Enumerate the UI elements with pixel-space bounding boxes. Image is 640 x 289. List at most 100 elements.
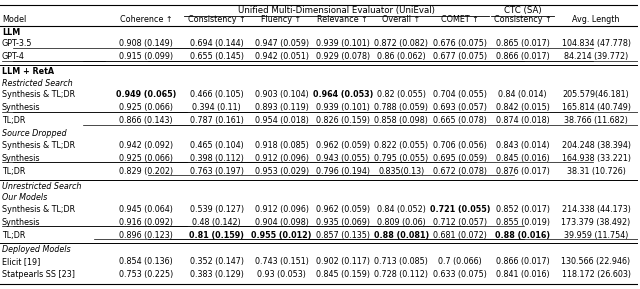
Text: 0.681 (0.072): 0.681 (0.072) xyxy=(433,231,487,240)
Text: Consistency ↑: Consistency ↑ xyxy=(494,16,552,25)
Text: 0.809 (0.06): 0.809 (0.06) xyxy=(377,218,426,227)
Text: Synthesis: Synthesis xyxy=(2,218,40,227)
Text: 0.915 (0.099): 0.915 (0.099) xyxy=(119,52,173,62)
Text: 0.841 (0.016): 0.841 (0.016) xyxy=(496,270,550,279)
Text: 0.947 (0.059): 0.947 (0.059) xyxy=(255,39,308,49)
Text: 0.788 (0.059): 0.788 (0.059) xyxy=(374,103,428,112)
Text: 0.929 (0.078): 0.929 (0.078) xyxy=(316,52,370,62)
Text: 204.248 (38.394): 204.248 (38.394) xyxy=(561,141,630,150)
Text: 0.86 (0.062): 0.86 (0.062) xyxy=(377,52,426,62)
Text: Fluency ↑: Fluency ↑ xyxy=(262,16,301,25)
Text: Avg. Length: Avg. Length xyxy=(572,16,620,25)
Text: 0.942 (0.092): 0.942 (0.092) xyxy=(119,141,173,150)
Text: Overall ↑: Overall ↑ xyxy=(382,16,420,25)
Text: 0.466 (0.105): 0.466 (0.105) xyxy=(190,90,244,99)
Text: 0.874 (0.018): 0.874 (0.018) xyxy=(496,116,550,125)
Text: 0.842 (0.015): 0.842 (0.015) xyxy=(496,103,550,112)
Text: 118.172 (26.603): 118.172 (26.603) xyxy=(561,270,630,279)
Text: 0.866 (0.017): 0.866 (0.017) xyxy=(496,52,550,62)
Text: Synthesis & TL;DR: Synthesis & TL;DR xyxy=(2,90,75,99)
Text: Unified Multi-Dimensional Evaluator (UniEval): Unified Multi-Dimensional Evaluator (Uni… xyxy=(239,6,435,16)
Text: 0.865 (0.017): 0.865 (0.017) xyxy=(496,39,550,49)
Text: 165.814 (40.749): 165.814 (40.749) xyxy=(561,103,630,112)
Text: 0.835(0.13): 0.835(0.13) xyxy=(378,167,424,176)
Text: 0.665 (0.078): 0.665 (0.078) xyxy=(433,116,487,125)
Text: 38.766 (11.682): 38.766 (11.682) xyxy=(564,116,628,125)
Text: 0.694 (0.144): 0.694 (0.144) xyxy=(190,39,244,49)
Text: 0.876 (0.017): 0.876 (0.017) xyxy=(496,167,550,176)
Text: 0.908 (0.149): 0.908 (0.149) xyxy=(119,39,173,49)
Text: 0.857 (0.135): 0.857 (0.135) xyxy=(316,231,370,240)
Text: 0.676 (0.075): 0.676 (0.075) xyxy=(433,39,487,49)
Text: GPT-3.5: GPT-3.5 xyxy=(2,39,33,49)
Text: TL;DR: TL;DR xyxy=(2,116,26,125)
Text: Synthesis & TL;DR: Synthesis & TL;DR xyxy=(2,205,75,214)
Text: 0.677 (0.075): 0.677 (0.075) xyxy=(433,52,487,62)
Text: Coherence ↑: Coherence ↑ xyxy=(120,16,172,25)
Text: 0.693 (0.057): 0.693 (0.057) xyxy=(433,103,487,112)
Text: 0.706 (0.056): 0.706 (0.056) xyxy=(433,141,487,150)
Text: Deployed Models: Deployed Models xyxy=(2,245,70,255)
Text: 0.352 (0.147): 0.352 (0.147) xyxy=(190,257,244,266)
Text: 0.872 (0.082): 0.872 (0.082) xyxy=(374,39,428,49)
Text: 0.858 (0.098): 0.858 (0.098) xyxy=(374,116,428,125)
Text: Consistency ↑: Consistency ↑ xyxy=(188,16,246,25)
Text: 0.916 (0.092): 0.916 (0.092) xyxy=(119,218,173,227)
Text: Our Models: Our Models xyxy=(2,193,47,202)
Text: 0.935 (0.069): 0.935 (0.069) xyxy=(316,218,370,227)
Text: Elicit [19]: Elicit [19] xyxy=(2,257,40,266)
Text: 0.953 (0.029): 0.953 (0.029) xyxy=(255,167,308,176)
Text: 0.854 (0.136): 0.854 (0.136) xyxy=(119,257,173,266)
Text: 0.945 (0.064): 0.945 (0.064) xyxy=(119,205,173,214)
Text: 0.866 (0.017): 0.866 (0.017) xyxy=(496,257,550,266)
Text: 0.925 (0.066): 0.925 (0.066) xyxy=(119,103,173,112)
Text: 0.962 (0.059): 0.962 (0.059) xyxy=(316,205,370,214)
Text: 0.918 (0.085): 0.918 (0.085) xyxy=(255,141,308,150)
Text: 0.743 (0.151): 0.743 (0.151) xyxy=(255,257,308,266)
Text: 84.214 (39.772): 84.214 (39.772) xyxy=(564,52,628,62)
Text: LLM + RetA: LLM + RetA xyxy=(2,67,54,76)
Text: 0.93 (0.053): 0.93 (0.053) xyxy=(257,270,306,279)
Text: LLM: LLM xyxy=(2,28,20,37)
Text: COMET ↑: COMET ↑ xyxy=(441,16,479,25)
Text: 0.962 (0.059): 0.962 (0.059) xyxy=(316,141,370,150)
Text: 0.787 (0.161): 0.787 (0.161) xyxy=(190,116,244,125)
Text: 0.904 (0.098): 0.904 (0.098) xyxy=(255,218,308,227)
Text: 0.855 (0.019): 0.855 (0.019) xyxy=(496,218,550,227)
Text: 0.949 (0.065): 0.949 (0.065) xyxy=(116,90,176,99)
Text: Statpearls SS [23]: Statpearls SS [23] xyxy=(2,270,75,279)
Text: 130.566 (22.946): 130.566 (22.946) xyxy=(561,257,630,266)
Text: 0.48 (0.142): 0.48 (0.142) xyxy=(193,218,241,227)
Text: 0.695 (0.059): 0.695 (0.059) xyxy=(433,154,487,163)
Text: 0.383 (0.129): 0.383 (0.129) xyxy=(190,270,244,279)
Text: TL;DR: TL;DR xyxy=(2,231,26,240)
Text: 0.394 (0.11): 0.394 (0.11) xyxy=(193,103,241,112)
Text: 0.88 (0.016): 0.88 (0.016) xyxy=(495,231,550,240)
Text: 0.704 (0.055): 0.704 (0.055) xyxy=(433,90,487,99)
Text: Synthesis: Synthesis xyxy=(2,154,40,163)
Text: 0.633 (0.075): 0.633 (0.075) xyxy=(433,270,487,279)
Text: 0.964 (0.053): 0.964 (0.053) xyxy=(313,90,373,99)
Text: 0.902 (0.117): 0.902 (0.117) xyxy=(316,257,370,266)
Text: GPT-4: GPT-4 xyxy=(2,52,25,62)
Text: 0.763 (0.197): 0.763 (0.197) xyxy=(190,167,244,176)
Text: 0.939 (0.101): 0.939 (0.101) xyxy=(316,39,370,49)
Text: 0.852 (0.017): 0.852 (0.017) xyxy=(496,205,550,214)
Text: 0.84 (0.052): 0.84 (0.052) xyxy=(377,205,426,214)
Text: Source Dropped: Source Dropped xyxy=(2,129,67,138)
Text: 0.81 (0.159): 0.81 (0.159) xyxy=(189,231,244,240)
Text: 0.912 (0.096): 0.912 (0.096) xyxy=(255,154,308,163)
Text: Unrestricted Search: Unrestricted Search xyxy=(2,182,81,191)
Text: 104.834 (47.778): 104.834 (47.778) xyxy=(561,39,630,49)
Text: 0.84 (0.014): 0.84 (0.014) xyxy=(499,90,547,99)
Text: 0.896 (0.123): 0.896 (0.123) xyxy=(119,231,173,240)
Text: 0.398 (0.112): 0.398 (0.112) xyxy=(190,154,244,163)
Text: 0.539 (0.127): 0.539 (0.127) xyxy=(189,205,244,214)
Text: 164.938 (33.221): 164.938 (33.221) xyxy=(561,154,630,163)
Text: 0.893 (0.119): 0.893 (0.119) xyxy=(255,103,308,112)
Text: 0.912 (0.096): 0.912 (0.096) xyxy=(255,205,308,214)
Text: 0.843 (0.014): 0.843 (0.014) xyxy=(496,141,550,150)
Text: Synthesis: Synthesis xyxy=(2,103,40,112)
Text: 0.829 (0.202): 0.829 (0.202) xyxy=(119,167,173,176)
Text: 214.338 (44.173): 214.338 (44.173) xyxy=(562,205,630,214)
